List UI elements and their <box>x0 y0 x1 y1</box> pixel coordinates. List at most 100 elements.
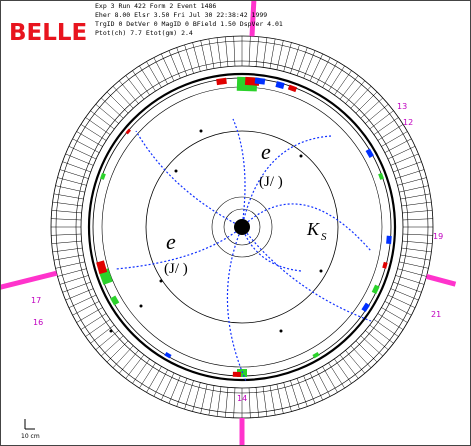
crystal-edge <box>86 117 111 134</box>
crystal-edge <box>96 330 119 349</box>
crystal-edge <box>316 58 330 85</box>
crystal-edge <box>393 162 421 172</box>
crystal-edge <box>177 378 187 406</box>
energy-deposit <box>279 82 281 88</box>
crystal-edge <box>351 86 371 108</box>
crystal-edge <box>81 124 106 140</box>
hit <box>175 170 178 173</box>
display-canvas: BELLE Exp 3 Run 422 Form 2 Event 1486 Eh… <box>1 1 470 445</box>
jpsi-label: (J/ ) <box>164 261 188 277</box>
crystal-edge <box>345 81 364 104</box>
hit <box>140 305 143 308</box>
crystal-edge <box>147 62 162 88</box>
crystal-edge <box>381 132 407 147</box>
cluster-label: 19 <box>433 232 443 241</box>
info-line: Ptot(ch) 7.7 Etot(gm) 2.4 <box>95 29 193 37</box>
crystal-edge <box>403 219 433 220</box>
energy-deposit <box>292 86 294 91</box>
crystal-edge <box>63 162 91 172</box>
cluster-label: 16 <box>33 318 43 327</box>
crystal-edge <box>297 48 307 76</box>
info-line: Eher 8.00 Elsr 3.50 Fri Jul 30 22:38:42 … <box>95 11 267 19</box>
track <box>136 131 242 227</box>
crystal-edge <box>107 92 128 113</box>
crystal-edge <box>356 92 377 113</box>
crystal-edge <box>96 104 119 123</box>
crystal-edge <box>185 381 194 410</box>
crystal-edge <box>113 86 133 108</box>
crystal-edge <box>86 319 111 336</box>
crystal-edge <box>334 71 351 96</box>
cluster-label: 14 <box>237 394 247 403</box>
hit <box>300 155 303 158</box>
energy-deposit <box>167 353 169 356</box>
crystal-edge <box>52 241 82 244</box>
crystal-edge <box>90 325 114 343</box>
shower-tower <box>1 273 57 290</box>
crystal-edge <box>113 346 133 368</box>
cluster-label: 17 <box>31 296 41 305</box>
crystal-edge <box>393 282 421 292</box>
crystal-edge <box>356 341 377 362</box>
hit <box>200 130 203 133</box>
crystal-edge <box>101 336 123 356</box>
energy-deposit <box>98 266 106 268</box>
event-display: BELLE Exp 3 Run 422 Form 2 Event 1486 Eh… <box>0 0 471 446</box>
hit <box>160 280 163 283</box>
crystal-edge <box>365 104 388 123</box>
info-line: Exp 3 Run 422 Form 2 Event 1486 <box>95 2 216 10</box>
crystal-edge <box>126 75 144 99</box>
info-line: TrgID 0 DetVer 0 MagID 0 BField 1.50 Dsp… <box>95 20 283 28</box>
crystal-edge <box>385 139 412 153</box>
crystal-edge <box>381 308 407 323</box>
crystal-edge <box>396 170 425 179</box>
crystal-edge <box>132 359 149 384</box>
scale-label: 10 cm <box>21 433 40 440</box>
crystal-edge <box>365 330 388 349</box>
crystal-edge <box>249 388 250 418</box>
crystal-edge <box>73 139 100 153</box>
crystal-edge <box>81 314 106 330</box>
energy-deposit <box>383 265 387 266</box>
energy-deposit <box>101 275 110 278</box>
energy-deposit <box>221 78 222 84</box>
crystal-edge <box>119 350 138 373</box>
crystal-edge <box>225 387 228 417</box>
energy-deposit <box>101 176 105 177</box>
crystal-edge <box>323 366 338 392</box>
crystal-edge <box>340 75 358 99</box>
energy-deposit <box>112 299 117 302</box>
crystal-edge <box>51 234 81 235</box>
crystal-edge <box>385 301 412 315</box>
crystal-edge <box>60 275 89 284</box>
crystal-edge <box>51 219 81 220</box>
crystal-edge <box>370 325 394 343</box>
jpsi-label: (J/ ) <box>259 174 283 190</box>
crystal-edge <box>297 378 307 406</box>
track <box>242 227 371 321</box>
crystal-edge <box>177 48 187 76</box>
track <box>227 227 246 381</box>
crystal-edge <box>323 62 338 88</box>
shower-tower <box>426 276 455 284</box>
crystal-edge <box>90 111 114 129</box>
crystal-edge <box>234 36 235 66</box>
cluster-label: 13 <box>397 102 407 111</box>
crystal-edge <box>290 381 299 410</box>
crystal-edge <box>154 58 168 85</box>
crystal-edge <box>256 387 259 417</box>
title: BELLE <box>9 20 87 46</box>
crystal-edge <box>374 319 399 336</box>
kshort-label: K <box>306 219 320 239</box>
crystal-edge <box>234 388 235 418</box>
energy-deposit <box>252 77 253 85</box>
hit <box>320 270 323 273</box>
crystal-edge <box>52 210 82 213</box>
energy-deposit <box>379 176 383 177</box>
crystal-edge <box>345 350 364 373</box>
crystal-edge <box>139 66 155 91</box>
crystal-edge <box>225 37 228 67</box>
cluster-label: 21 <box>431 310 441 319</box>
crystal-edge <box>378 314 403 330</box>
cluster-label: 12 <box>403 118 413 127</box>
